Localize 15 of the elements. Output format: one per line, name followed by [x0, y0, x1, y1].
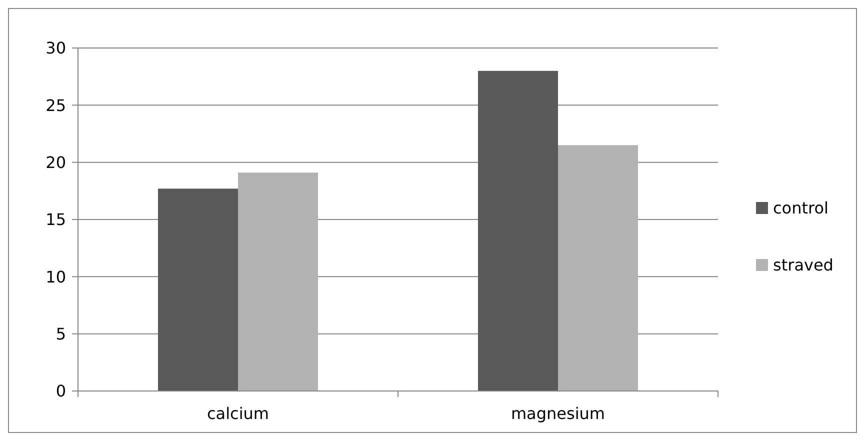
bar — [558, 145, 638, 391]
y-tick-label: 20 — [46, 152, 66, 172]
y-tick-label: 0 — [56, 382, 66, 401]
y-tick-label: 30 — [46, 38, 66, 58]
y-tick-label: 5 — [56, 324, 66, 344]
y-tick-label: 10 — [46, 267, 66, 286]
bar — [158, 188, 238, 391]
bar — [238, 172, 318, 391]
legend-label: control — [773, 198, 828, 218]
bar — [478, 70, 558, 391]
legend-label: straved — [773, 256, 834, 275]
x-tick-label: magnesium — [510, 404, 606, 423]
y-tick-label: 15 — [46, 210, 66, 230]
y-tick-label: 25 — [46, 96, 66, 115]
x-tick-label: calcium — [206, 404, 270, 423]
